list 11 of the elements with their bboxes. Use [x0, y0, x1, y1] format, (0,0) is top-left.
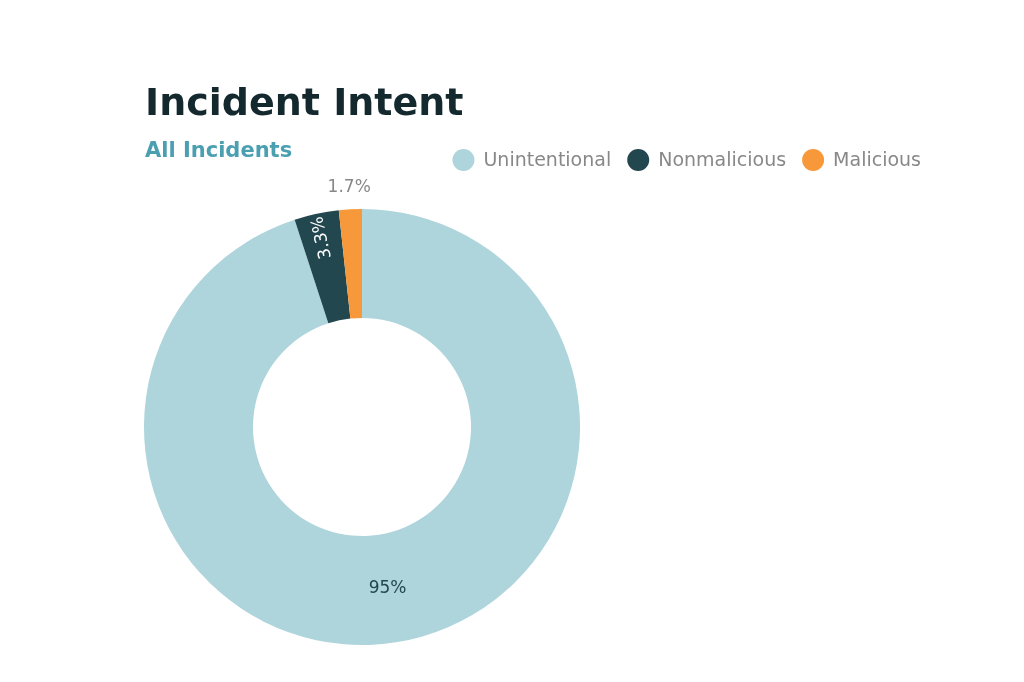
legend-label: Malicious	[833, 147, 921, 170]
chart-subtitle: All Incidents	[145, 138, 293, 162]
data-label: 95%	[368, 577, 407, 598]
data-label: 3.3%	[306, 214, 335, 262]
data-label: 1.7%	[327, 176, 371, 197]
donut-slice	[294, 210, 351, 324]
chart-title: Incident Intent	[145, 80, 464, 124]
donut-slice	[144, 209, 580, 645]
legend-label: Unintentional	[483, 147, 612, 170]
donut-slice	[338, 209, 362, 319]
legend-label: Nonmalicious	[658, 147, 787, 170]
